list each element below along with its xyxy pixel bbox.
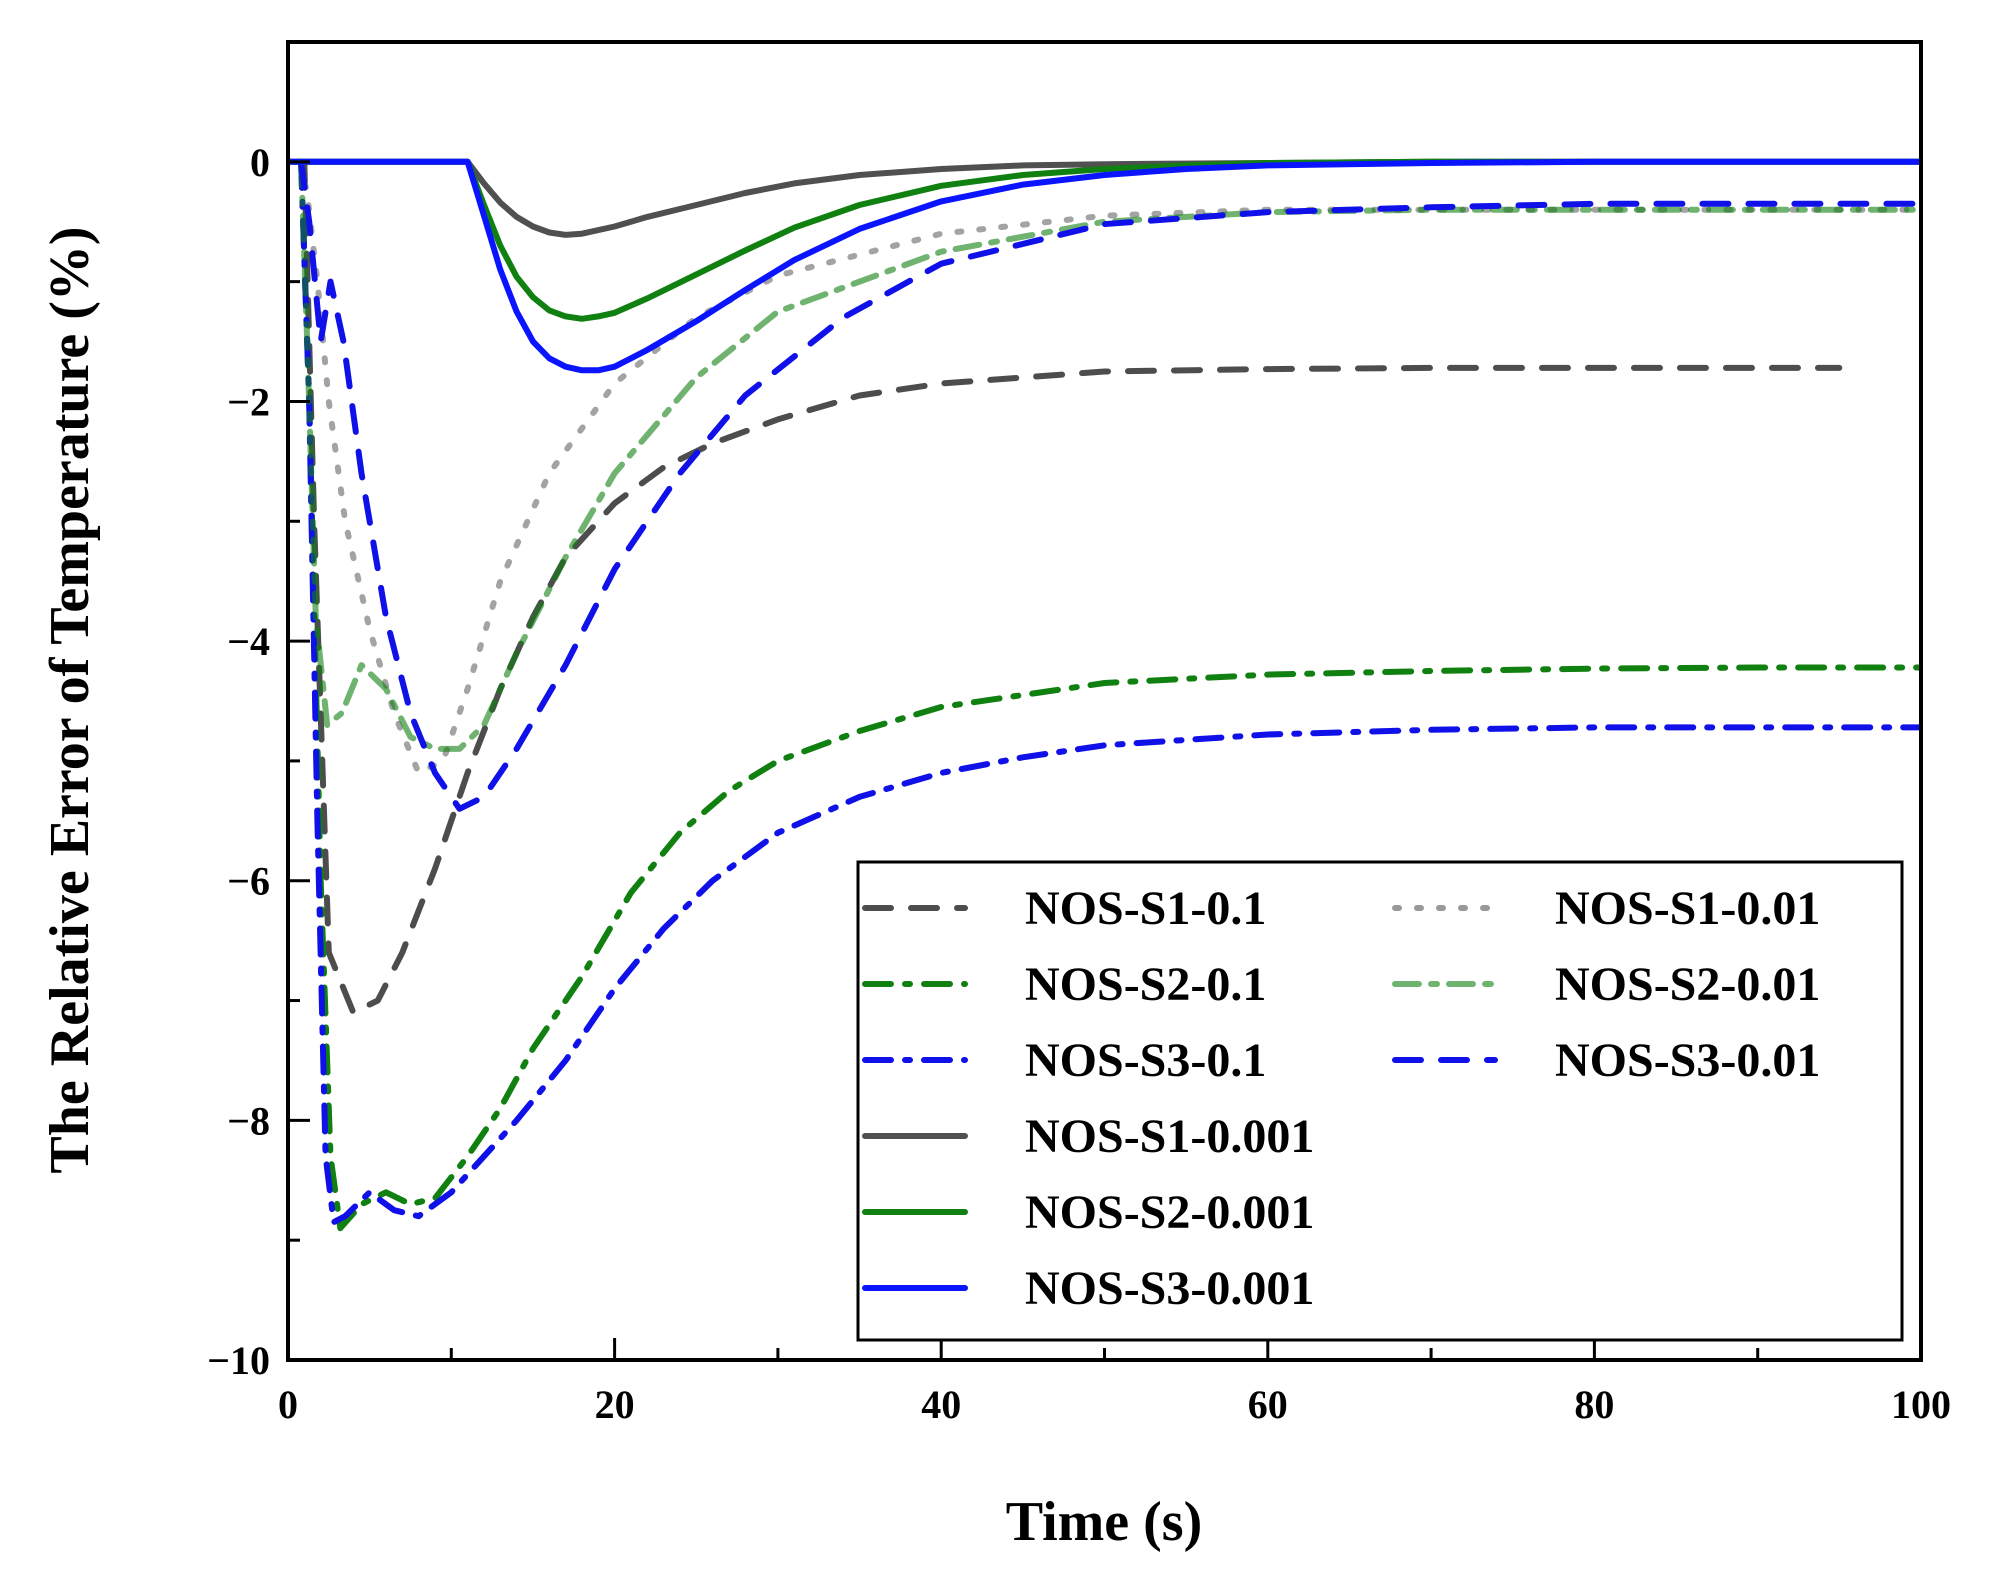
legend-label: NOS-S3-0.001 — [1025, 1262, 1314, 1315]
y-tick-label: −4 — [227, 619, 270, 664]
legend-label: NOS-S2-0.01 — [1555, 958, 1820, 1011]
series-line-nos-s2-0.1 — [298, 158, 1921, 1232]
y-tick-label: 0 — [250, 140, 270, 185]
legend-label: NOS-S2-0.001 — [1025, 1186, 1314, 1239]
x-axis-title: Time (s) — [1006, 1491, 1203, 1553]
x-tick-label: 40 — [921, 1382, 961, 1427]
legend-label: NOS-S1-0.01 — [1555, 882, 1820, 935]
series-line-nos-s3-0.01 — [298, 158, 1921, 812]
x-tick-label: 20 — [595, 1382, 635, 1427]
legend-label: NOS-S2-0.1 — [1025, 958, 1266, 1011]
x-tick-label: 60 — [1248, 1382, 1288, 1427]
legend-label: NOS-S1-0.001 — [1025, 1110, 1314, 1163]
y-tick-label: −2 — [227, 379, 270, 424]
x-tick-label: 80 — [1574, 1382, 1614, 1427]
series-line-nos-s3-0.1 — [298, 158, 1921, 1226]
y-tick-label: −10 — [207, 1338, 270, 1383]
ticks-layer: 0 20 40 60 80 100 0 −2 −4 −6 −8 −10 — [207, 140, 1951, 1427]
x-tick-label: 0 — [278, 1382, 298, 1427]
series-layer — [288, 158, 1921, 1232]
legend: NOS-S1-0.1 NOS-S2-0.1 NOS-S3-0.1 NOS-S1-0.0… — [856, 860, 1904, 1342]
series-line-nos-s1-0.1 — [301, 158, 1843, 1016]
y-tick-label: −8 — [227, 1098, 270, 1143]
series-line-nos-s2-0.01 — [298, 158, 1921, 752]
legend-label: NOS-S3-0.1 — [1025, 1034, 1266, 1087]
x-tick-label: 100 — [1891, 1382, 1951, 1427]
y-axis-title: The Relative Error of Temperature (%) — [39, 226, 101, 1173]
legend-box — [856, 860, 1904, 1342]
legend-label: NOS-S1-0.1 — [1025, 882, 1266, 935]
legend-label: NOS-S3-0.01 — [1555, 1034, 1820, 1087]
y-tick-label: −6 — [227, 859, 270, 904]
series-line-nos-s3-0.001 — [288, 158, 1921, 374]
